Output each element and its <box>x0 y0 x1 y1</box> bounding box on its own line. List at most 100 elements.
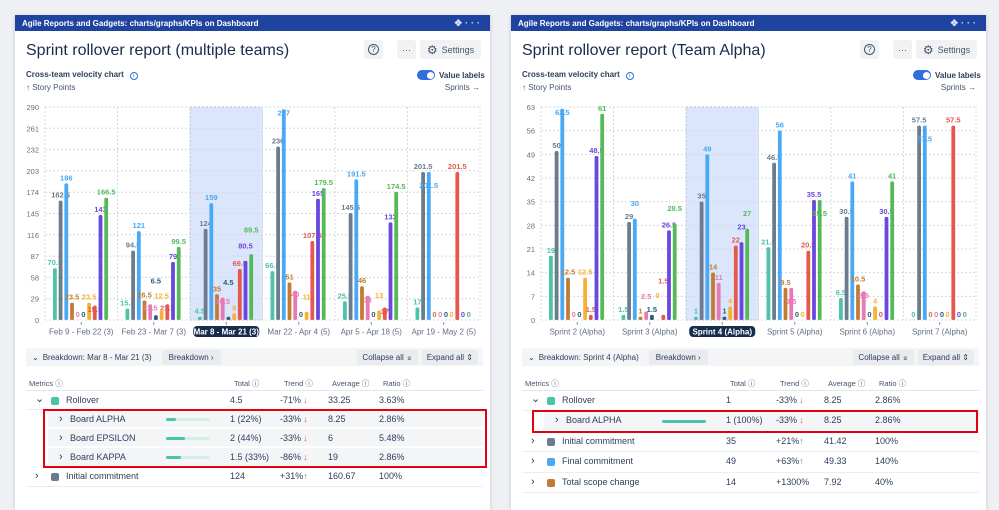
board-row[interactable]: › Board ALPHA 1 (22%) -33% 8.25 2.86% ↓ <box>48 410 483 429</box>
metric-row[interactable]: › Total scope change 14 +1300% 7.92 40% <box>522 473 979 493</box>
info-icon[interactable]: i <box>129 72 138 80</box>
chevron-right-icon[interactable]: › <box>531 455 535 468</box>
bar-value-label: 41 <box>848 171 856 180</box>
y-tick-label: 203 <box>26 167 39 176</box>
column-header-average: Average ⓘ <box>332 379 370 388</box>
help-button[interactable]: ? <box>364 40 383 59</box>
board-row[interactable]: › Board ALPHA 1 (100%) -33% 8.25 2.86% ↓ <box>544 411 979 432</box>
x-tick-label[interactable]: Apr 19 - May 2 (5) <box>412 328 477 337</box>
metric-row[interactable]: ⌄ Rollover 1 -33% 8.25 2.86% ↓ <box>522 391 979 411</box>
value-labels-toggle[interactable] <box>417 70 435 80</box>
bar <box>131 250 135 320</box>
more-icon[interactable]: ··· <box>961 17 979 28</box>
x-axis-label[interactable]: Sprints → <box>940 83 976 92</box>
bar <box>739 242 744 320</box>
chevron-right-icon[interactable]: › <box>531 475 535 488</box>
settings-button[interactable]: ⚙ Settings <box>916 40 977 59</box>
metric-row[interactable]: › Initial commitment 35 +21% 41.42 100% ↑ <box>522 432 979 452</box>
bar <box>766 247 771 320</box>
chevron-right-icon[interactable]: › <box>531 434 535 447</box>
settings-button[interactable]: ⚙ Settings <box>420 40 481 59</box>
more-icon[interactable]: ··· <box>465 17 483 28</box>
value-labels-label: Value labels <box>935 71 981 80</box>
x-tick-label[interactable]: Mar 22 - Apr 4 (5) <box>267 328 330 337</box>
cell-total: 1 (22%) <box>230 413 262 424</box>
chevron-down-icon[interactable]: ⌄ <box>531 393 541 405</box>
bar <box>873 306 877 320</box>
metric-row[interactable]: › Initial commitment 124 +31% 160.67 100% ↑ <box>26 467 483 487</box>
x-tick-label[interactable]: Sprint 7 (Alpha) <box>912 328 968 337</box>
chevron-down-icon[interactable]: ⌄ <box>528 352 535 362</box>
metric-name: Board ALPHA <box>566 415 622 426</box>
x-axis-label[interactable]: Sprints → <box>444 83 480 92</box>
chevron-right-icon[interactable]: › <box>59 431 63 444</box>
x-tick-label[interactable]: Sprint 4 (Alpha) <box>692 328 752 337</box>
x-tick-label[interactable]: Sprint 3 (Alpha) <box>622 328 678 337</box>
bar <box>98 214 103 320</box>
selected-tick-pill[interactable] <box>193 326 260 337</box>
bar-value-label: 79 <box>169 252 177 261</box>
value-labels-toggle[interactable] <box>913 70 931 80</box>
x-tick-label[interactable]: Feb 23 - Mar 7 (3) <box>122 328 187 337</box>
bar-value-label: 1.5 <box>586 305 596 314</box>
collapse-all-button[interactable]: Collapse all ⌅ <box>853 349 914 365</box>
share-bar <box>166 456 210 459</box>
gadget-title: Agile Reports and Gadgets: charts/graphs… <box>518 18 755 28</box>
cell-trend: +31% <box>280 471 304 481</box>
chevron-right-icon[interactable]: › <box>59 412 63 425</box>
bar <box>421 172 425 320</box>
bar <box>728 306 732 320</box>
chevron-right-icon[interactable]: › <box>555 414 559 427</box>
chevron-down-icon[interactable]: ⌄ <box>32 352 39 362</box>
selected-tick-pill[interactable] <box>689 326 756 337</box>
cell-average: 33.25 <box>328 394 351 405</box>
x-tick-label[interactable]: Mar 8 - Mar 21 (3) <box>194 328 260 337</box>
share-bar <box>166 418 210 421</box>
metric-row[interactable]: › Final commitment 49 +63% 49.33 140% ↑ <box>522 452 979 473</box>
arrow-down-icon: ↓ <box>799 395 804 405</box>
bar <box>839 298 843 320</box>
bar <box>861 291 866 320</box>
move-icon[interactable]: ✥ <box>454 17 465 28</box>
expand-all-button[interactable]: Expand all ⇕ <box>421 349 478 365</box>
x-tick-label[interactable]: Sprint 2 (Alpha) <box>549 328 605 337</box>
bar <box>667 230 671 320</box>
x-tick-label[interactable]: Feb 9 - Feb 22 (3) <box>49 328 114 337</box>
bar-value-label: 0 <box>940 310 944 319</box>
more-button[interactable]: ··· <box>397 40 416 59</box>
info-icon[interactable]: i <box>625 72 634 80</box>
bar-value-label: 26.5 <box>137 291 152 300</box>
board-row[interactable]: › Board EPSILON 2 (44%) -33% 6 5.48% ↓ <box>48 429 483 448</box>
arrow-down-icon: ↓ <box>303 394 308 405</box>
bar <box>661 314 666 320</box>
cell-average: 6 <box>328 432 334 443</box>
breakdown-button[interactable]: Breakdown › <box>648 349 708 365</box>
bar <box>92 305 97 320</box>
bar-value-label: 0 <box>879 310 883 319</box>
arrow-up-icon: ↑ <box>799 435 804 446</box>
bar-value-label: 201.5 <box>448 162 467 171</box>
y-tick-label: 35 <box>527 198 535 207</box>
chevron-right-icon[interactable]: › <box>35 470 39 482</box>
x-tick-label[interactable]: Sprint 5 (Alpha) <box>767 328 823 337</box>
bar <box>745 228 750 320</box>
move-icon[interactable]: ✥ <box>950 17 961 28</box>
expand-all-button[interactable]: Expand all ⇕ <box>917 349 974 365</box>
bar-value-label: 121 <box>133 221 146 230</box>
cell-trend: +21% <box>776 435 800 446</box>
y-tick-label: 29 <box>31 295 39 304</box>
chevron-right-icon[interactable]: › <box>59 450 63 463</box>
chevron-down-icon[interactable]: ⌄ <box>35 392 45 405</box>
x-tick-label[interactable]: Apr 5 - Apr 18 (5) <box>341 328 403 337</box>
collapse-all-button[interactable]: Collapse all ⌅ <box>357 349 418 365</box>
breakdown-button[interactable]: Breakdown › <box>161 349 221 365</box>
x-tick-label[interactable]: Sprint 6 (Alpha) <box>839 328 895 337</box>
more-button[interactable]: ··· <box>893 40 912 59</box>
bar <box>722 316 727 320</box>
help-button[interactable]: ? <box>860 40 879 59</box>
y-axis-label: ↑ Story Points <box>522 83 572 92</box>
metric-row[interactable]: ⌄ Rollover 4.5 -71% 33.25 3.63% ↓ <box>26 391 483 410</box>
bar-value-label: 1 <box>694 307 698 316</box>
y-tick-label: 290 <box>26 103 39 112</box>
breakdown-actions: Collapse all ⌅ Expand all ⇕ <box>357 349 483 365</box>
